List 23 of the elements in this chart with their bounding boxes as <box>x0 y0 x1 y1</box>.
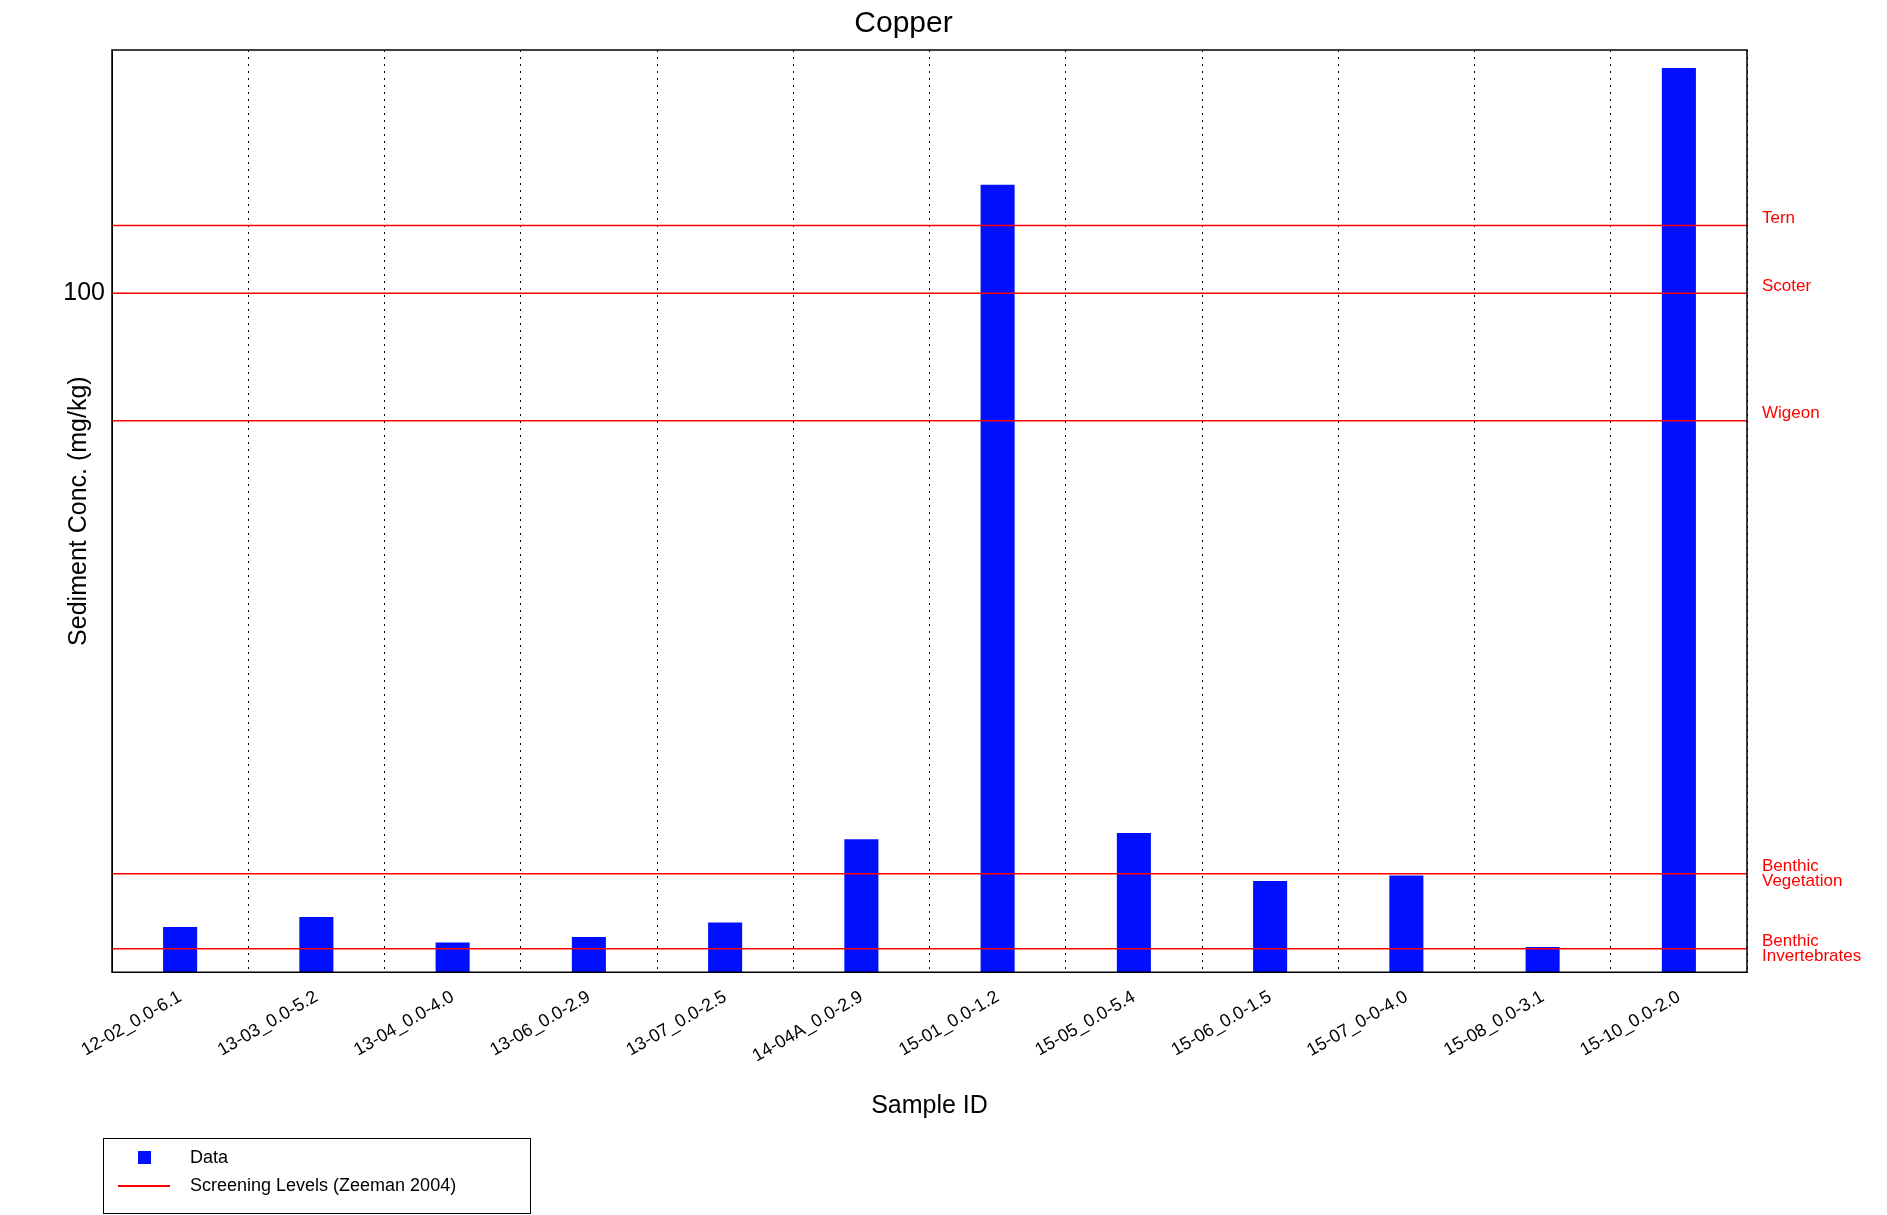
bar <box>163 927 198 973</box>
ref-line-label: Wigeon <box>1762 403 1820 423</box>
bar <box>1661 68 1696 973</box>
legend-label: Data <box>190 1147 229 1168</box>
bar <box>708 922 743 973</box>
bar <box>1253 880 1288 973</box>
text: Screening Levels (Zeeman 2004) <box>190 1175 457 1196</box>
bar <box>1389 875 1424 973</box>
y-axis-title: Sediment Conc. (mg/kg) <box>62 376 91 646</box>
ref-line-label: Scoter <box>1762 275 1812 295</box>
bar <box>980 184 1015 973</box>
bar <box>844 839 879 973</box>
ref-line-label: Benthic Vegetation <box>1762 856 1843 891</box>
bar <box>1116 833 1151 973</box>
bar <box>299 917 334 973</box>
ref-line-label: Benthic Invertebrates <box>1762 931 1862 966</box>
text: 100 <box>62 277 105 306</box>
bar <box>571 936 606 973</box>
chart-title: Copper <box>854 5 953 39</box>
x-axis-title: Sample ID <box>871 1089 988 1118</box>
bar <box>435 942 470 973</box>
ref-line-label: Tern <box>1762 208 1796 228</box>
bar <box>1525 946 1560 973</box>
